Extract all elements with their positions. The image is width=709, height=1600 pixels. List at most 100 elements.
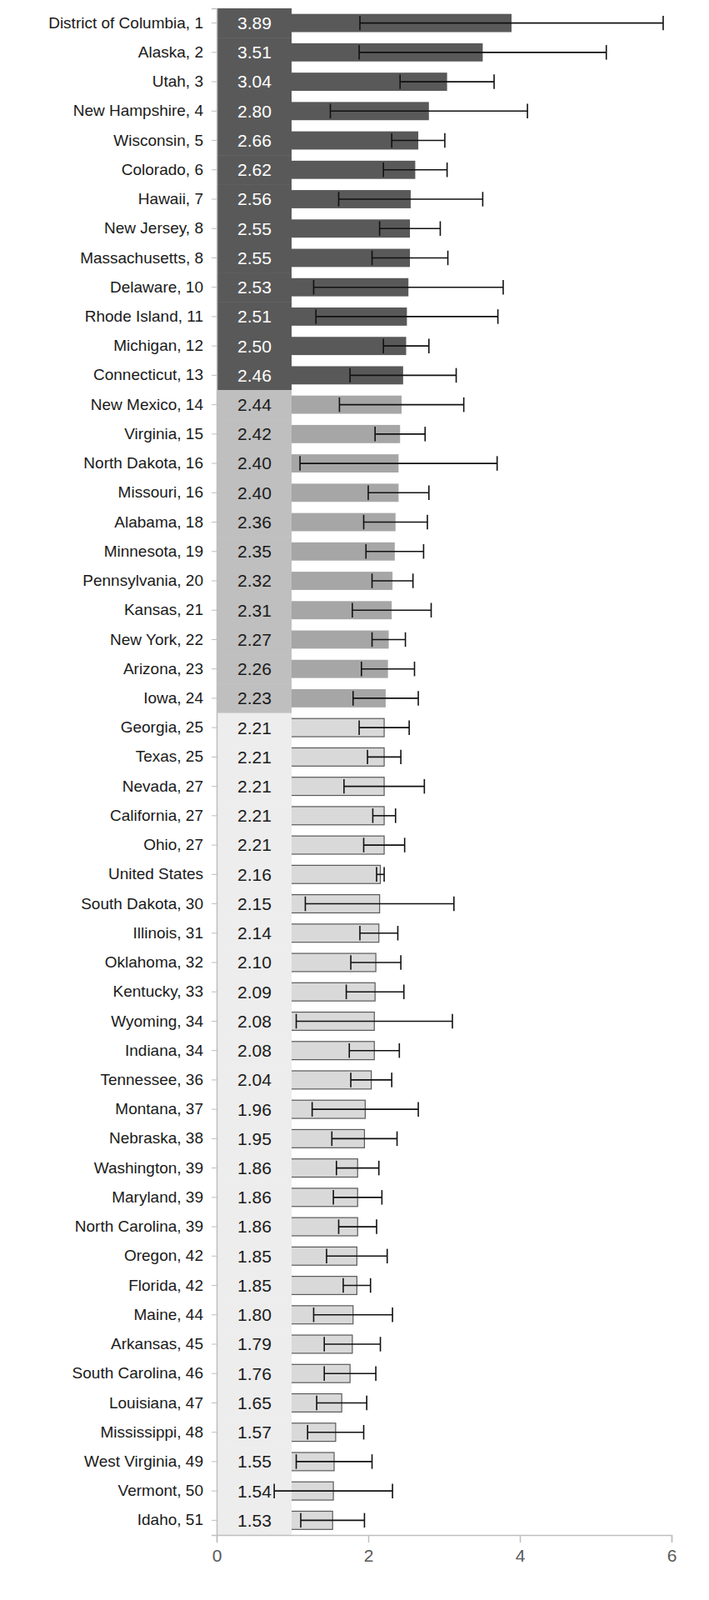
error-line <box>352 609 432 611</box>
tick-mark <box>211 139 217 141</box>
data-label: 1.95 <box>237 1128 272 1149</box>
category-label: United States <box>108 864 204 883</box>
error-cap <box>332 1189 335 1204</box>
tick-mark <box>211 580 217 582</box>
error-bar <box>372 632 406 647</box>
error-cap <box>323 1336 325 1351</box>
tick-mark <box>211 1138 217 1139</box>
label-box <box>217 1153 292 1184</box>
tick: Wisconsin, 5 <box>113 131 217 150</box>
error-bar <box>330 104 529 119</box>
error-cap <box>345 983 348 999</box>
error-bar <box>364 837 405 852</box>
error-line <box>349 374 456 377</box>
error-cap <box>299 1512 302 1528</box>
error-bar <box>383 162 447 177</box>
category-label: California, 27 <box>109 806 204 824</box>
label-box <box>217 800 292 831</box>
category-label: Missouri, 16 <box>118 483 204 501</box>
category-label: West Virginia, 49 <box>84 1452 204 1470</box>
y-axis: District of Columbia, 1Alaska, 2Utah, 3N… <box>48 9 217 1536</box>
error-bar <box>350 1072 392 1087</box>
error-bar <box>367 749 401 764</box>
tick: Maryland, 39 <box>111 1188 217 1206</box>
label-box <box>217 1182 292 1213</box>
data-label: 2.08 <box>237 1040 272 1060</box>
category-label: Georgia, 25 <box>120 718 204 736</box>
category-label: Florida, 42 <box>128 1276 204 1294</box>
data-label: 1.53 <box>237 1510 272 1530</box>
error-cap <box>424 778 426 794</box>
category-label: Ohio, 27 <box>143 835 204 854</box>
tick-mark <box>211 1313 217 1315</box>
error-cap <box>399 1043 401 1058</box>
error-cap <box>366 749 369 764</box>
tick: Hawaii, 7 <box>138 189 217 208</box>
label-box <box>217 37 292 68</box>
error-bar <box>361 661 415 676</box>
tick: Missouri, 16 <box>118 483 217 501</box>
tick: District of Columbia, 1 <box>48 14 217 32</box>
data-label: 1.79 <box>237 1333 272 1354</box>
data-label: 2.56 <box>237 189 272 209</box>
category-label: Wyoming, 34 <box>110 1012 204 1030</box>
tick: Kansas, 21 <box>124 600 217 619</box>
tick: Alabama, 18 <box>114 513 217 531</box>
label-box <box>217 624 292 655</box>
data-label: 2.21 <box>237 805 272 825</box>
category-label: Rhode Island, 11 <box>84 307 204 325</box>
error-cap <box>306 1424 309 1439</box>
error-cap <box>311 1101 314 1116</box>
tick-mark <box>211 110 217 112</box>
error-bar <box>349 368 456 383</box>
error-cap <box>403 983 405 999</box>
data-label: 2.66 <box>237 130 272 150</box>
error-line <box>365 550 424 553</box>
error-bar <box>359 15 664 30</box>
error-line <box>343 1284 371 1287</box>
tick: Wyoming, 34 <box>110 1012 217 1030</box>
error-cap <box>352 690 355 705</box>
error-line <box>383 169 447 171</box>
category-label: Colorado, 6 <box>121 160 204 179</box>
tick-mark <box>211 991 217 993</box>
tick-mark <box>211 873 217 875</box>
error-line <box>372 814 395 817</box>
tick-mark <box>211 639 217 640</box>
error-cap <box>423 544 425 559</box>
category-label: Delaware, 10 <box>109 278 204 296</box>
data-label: 2.09 <box>237 982 272 1002</box>
data-label: 2.55 <box>237 248 272 268</box>
label-box <box>217 918 292 949</box>
tick-label: 4 <box>515 1545 526 1565</box>
bar <box>216 571 393 590</box>
error-cap <box>397 925 400 940</box>
category-label: Kansas, 21 <box>124 600 204 619</box>
error-cap <box>331 1131 334 1146</box>
error-line <box>364 521 428 524</box>
error-line <box>296 1020 453 1023</box>
category-label: Nevada, 27 <box>122 777 204 795</box>
tick-mark <box>519 1534 522 1543</box>
error-cap <box>404 632 407 647</box>
error-line <box>368 492 430 495</box>
error-bar <box>312 1101 419 1116</box>
tick-mark <box>211 1402 217 1404</box>
error-cap <box>313 1307 315 1322</box>
category-label: Tennessee, 36 <box>99 1070 204 1089</box>
tick-mark <box>211 697 217 699</box>
tick: Nevada, 27 <box>122 777 217 795</box>
bar <box>216 336 407 355</box>
axis-line <box>217 1535 673 1543</box>
error-bar <box>339 1218 378 1234</box>
category-label: Arizona, 23 <box>123 659 204 678</box>
data-label: 2.32 <box>237 570 272 590</box>
tick: 6 <box>667 1534 678 1565</box>
tick-mark <box>211 404 217 405</box>
label-box <box>217 1123 292 1154</box>
tick-mark <box>211 257 217 259</box>
tick: 4 <box>515 1534 526 1565</box>
tick-mark <box>211 199 217 200</box>
label-box <box>217 96 292 127</box>
error-cap <box>304 896 307 911</box>
